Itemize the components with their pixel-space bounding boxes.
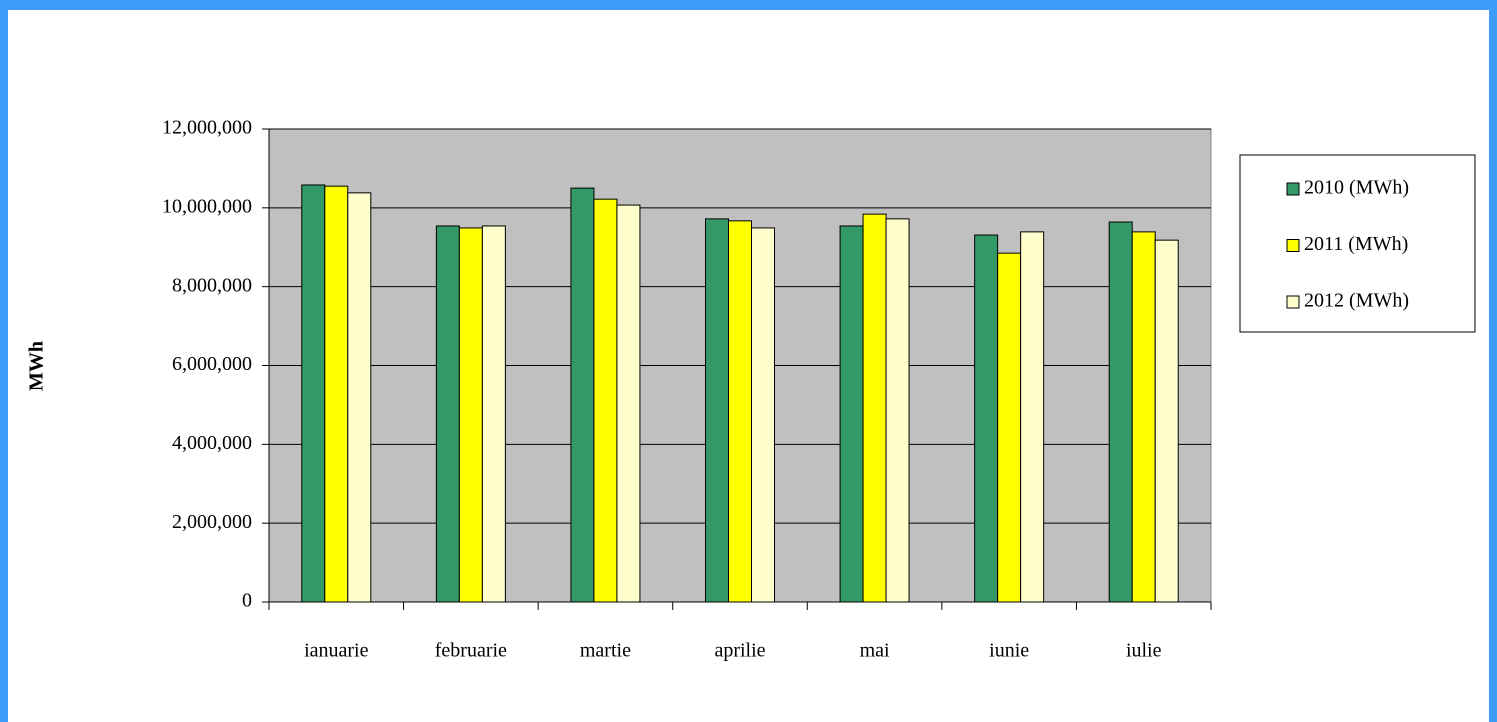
bar [593,198,618,603]
legend-label: 2010 (MWh) [1304,177,1409,199]
bar [1108,221,1133,603]
legend-swatch [1286,182,1300,196]
bar [458,227,483,603]
bar [997,252,1022,603]
bar [301,184,326,603]
bar [705,218,729,603]
bar [1131,231,1156,603]
bar [435,225,460,603]
legend-swatch [1286,295,1300,309]
bar [728,220,752,603]
y-tick-label: 4,000,000 [172,432,252,454]
bar [974,234,999,603]
y-tick-label: 8,000,000 [172,274,252,296]
bar [1020,231,1045,603]
legend-label: 2012 (MWh) [1304,290,1409,312]
frame-top [0,0,1497,10]
bar [324,185,349,603]
legend-box [1239,154,1476,333]
bar [839,225,864,603]
x-tick-label: martie [580,640,631,662]
frame-right [1489,0,1497,722]
x-tick-label: aprilie [714,640,765,662]
x-tick-label: ianuarie [304,640,369,662]
x-tick-label: februarie [435,640,507,662]
x-tick-label: mai [860,640,890,662]
y-tick-label: 2,000,000 [172,511,252,533]
frame-left [0,0,8,722]
bar [616,204,641,603]
x-tick-label: iunie [989,640,1029,662]
y-tick-label: 10,000,000 [162,195,252,217]
x-tick-label: iulie [1126,640,1162,662]
y-tick-label: 0 [242,590,252,612]
bar [862,213,887,603]
bar [1154,239,1179,603]
y-axis-label: MWh [26,341,48,391]
legend-label: 2011 (MWh) [1304,233,1408,255]
bar [751,227,775,603]
legend-swatch [1286,239,1300,252]
y-tick-label: 12,000,000 [162,117,252,139]
y-tick-label: 6,000,000 [172,353,252,375]
bar [885,218,910,603]
bar [570,187,595,603]
bar [347,192,372,603]
bar [481,225,506,603]
